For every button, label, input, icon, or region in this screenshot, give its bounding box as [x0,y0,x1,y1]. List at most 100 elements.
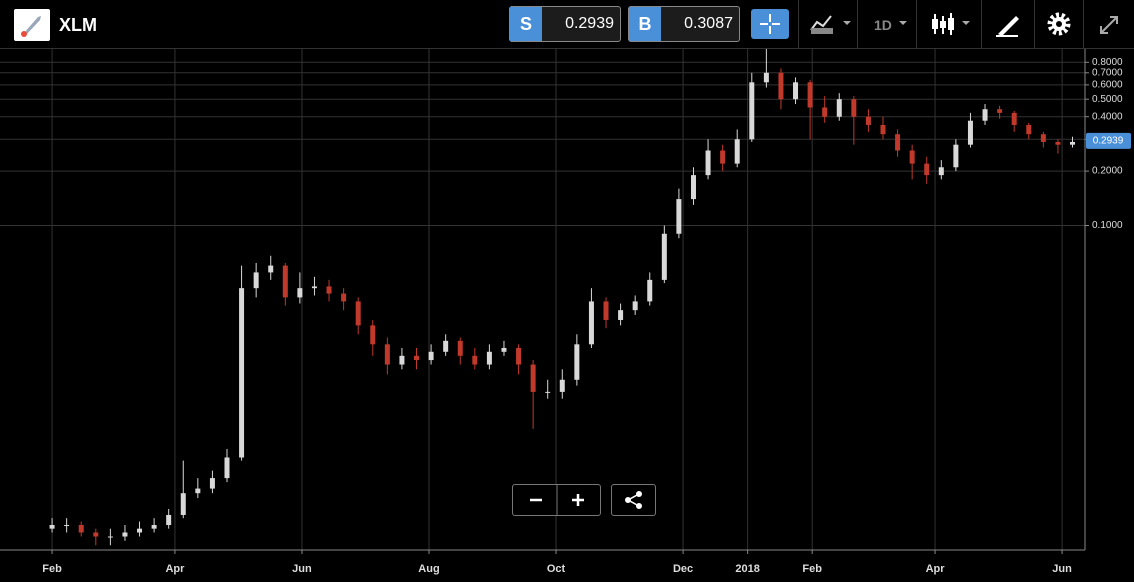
x-tick-label: Feb [802,563,822,575]
candle-body [355,301,361,326]
candle-body [953,144,959,168]
buy-price: 0.3087 [684,15,733,32]
candle-body [749,82,755,140]
candle-body [982,109,988,121]
fullscreen-button[interactable] [1083,0,1134,48]
candle-body [720,150,726,164]
candle-body [851,99,857,117]
candle-body [311,286,317,289]
candle-body [603,301,609,320]
share-button[interactable] [611,484,656,516]
candle-body [530,364,536,392]
x-tick-label: Apr [165,563,185,575]
candle-body [180,493,186,515]
candle-body [545,391,551,393]
candle-body [807,82,813,108]
candle-body [443,340,449,352]
candle-body [618,310,624,320]
zoom-controls [512,484,601,516]
candle-body [49,525,55,529]
last-price-label: 0.2939 [1093,136,1124,147]
candle-body [166,514,172,526]
candle-body [836,99,842,117]
candle-body [938,167,944,176]
share-icon [625,491,642,509]
candle-body [501,347,507,352]
gear-icon [1047,12,1071,36]
candle-body [224,457,230,479]
candle-body [1040,134,1046,142]
candle-body [647,279,653,302]
interval-button[interactable]: 1D [857,0,916,48]
candle-body [865,116,871,125]
y-tick-label: 0.5000 [1092,94,1123,105]
candle-body [414,355,420,361]
candle-body [384,344,390,365]
interval-label: 1D [874,17,892,33]
candle-body [924,163,930,176]
candle-body [137,528,143,533]
candle-body [122,532,128,537]
draw-button[interactable] [981,0,1034,48]
y-tick-label: 0.8000 [1092,57,1123,68]
candle-body [793,82,799,100]
candle-body [1011,112,1017,125]
candle-body [895,134,901,151]
candle-body [734,139,740,164]
sell-button[interactable]: S 0.2939 [509,6,621,42]
candle-button[interactable] [916,0,981,48]
candle-body [997,109,1003,113]
y-tick-label: 0.1000 [1092,220,1123,231]
chart-style-icon [810,15,851,34]
y-tick-label: 0.4000 [1092,111,1123,122]
candle-body [239,288,245,458]
candle-body [93,532,99,537]
candle-body [107,536,113,538]
dropdown-icon [899,21,907,25]
candle-body [195,488,201,494]
candle-body [209,478,215,489]
candle-body [297,288,303,298]
candle-body [1055,141,1061,145]
candle-body [486,351,492,365]
candle-body [661,233,667,280]
candle-body [632,301,638,311]
zoom-icons[interactable] [513,485,600,515]
expand-icon [1100,16,1118,34]
settings-button[interactable] [1034,0,1083,48]
draw-icon [996,16,1019,37]
y-tick-label: 0.2000 [1092,166,1123,177]
toolbar: XLM S 0.2939 B 0.3087 1D [0,0,1134,49]
x-tick-label: Oct [547,563,566,575]
rocket-icon [21,16,41,37]
x-tick-label: Jun [1052,563,1072,575]
candle-body [574,344,580,380]
candle-body [588,301,594,345]
candle-body [559,379,565,392]
candle-body [967,120,973,145]
buy-label: B [629,7,661,41]
x-tick-label: Apr [926,563,946,575]
candle-body [268,265,274,273]
symbol: XLM [59,15,97,35]
candle-body [282,265,288,298]
candle-body [705,150,711,176]
candle-body [457,340,463,356]
y-tick-label: 0.6000 [1092,80,1123,91]
candle-body [341,293,347,302]
candle-body [64,525,70,527]
candle-body [253,272,259,289]
candle-body [909,150,915,164]
x-tick-label: 2018 [735,563,759,575]
crosshair-button[interactable] [751,9,789,39]
crosshair-icon [760,14,780,34]
x-tick-label: Dec [673,563,693,575]
candle-body [1070,141,1076,145]
plot-area [0,48,1085,550]
candle-body [151,525,157,529]
buy-button[interactable]: B 0.3087 [628,6,740,42]
candle-body [1026,124,1032,135]
chart-style-button[interactable] [798,0,857,48]
candle-body [822,107,828,117]
